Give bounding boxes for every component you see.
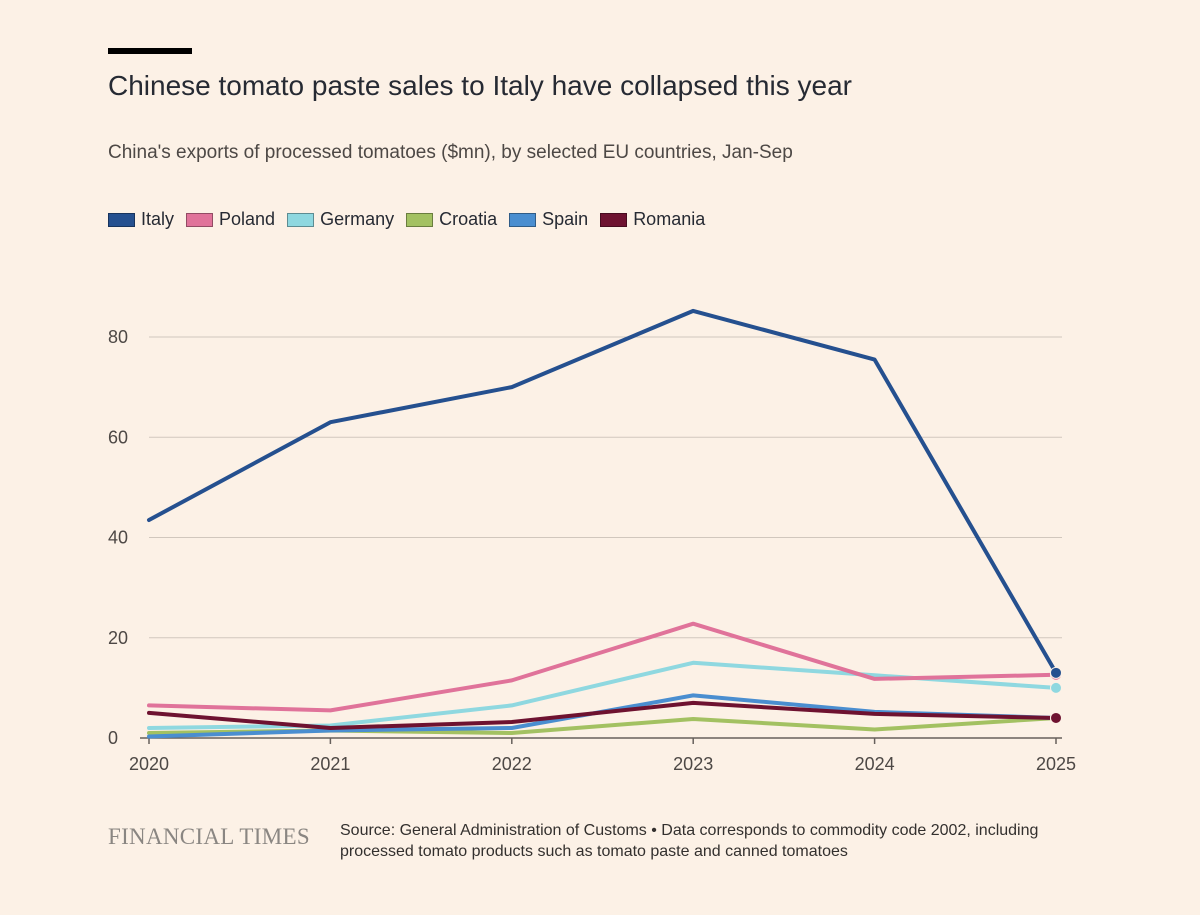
y-tick-label: 60 bbox=[108, 427, 128, 447]
legend-label: Spain bbox=[542, 209, 589, 229]
legend-swatch bbox=[186, 212, 214, 227]
legend-item-croatia: Croatia bbox=[406, 209, 497, 230]
legend-swatch bbox=[600, 212, 628, 227]
x-tick-label: 2021 bbox=[310, 754, 350, 774]
x-tick-label: 2024 bbox=[855, 754, 895, 774]
y-axis-ticks: 0 20 40 60 80 bbox=[108, 327, 128, 748]
x-axis: 2020 2021 2022 2023 2024 2025 bbox=[129, 737, 1076, 774]
legend-item-poland: Poland bbox=[186, 209, 275, 230]
legend-label: Germany bbox=[320, 209, 395, 229]
series-line-romania bbox=[147, 700, 1058, 730]
legend-swatch bbox=[287, 212, 315, 227]
x-tick-label: 2023 bbox=[673, 754, 713, 774]
x-tick-label: 2022 bbox=[492, 754, 532, 774]
legend-item-spain: Spain bbox=[509, 209, 588, 230]
series-line-poland bbox=[147, 621, 1058, 713]
legend-swatch bbox=[406, 212, 434, 227]
y-tick-label: 80 bbox=[108, 327, 128, 347]
legend-item-romania: Romania bbox=[600, 209, 705, 230]
end-marker-romania bbox=[1050, 711, 1062, 724]
legend-label: Poland bbox=[219, 209, 276, 229]
series-line-germany bbox=[147, 660, 1058, 730]
legend-label: Italy bbox=[141, 209, 175, 229]
legend-item-italy: Italy bbox=[108, 209, 174, 230]
y-tick-label: 20 bbox=[108, 628, 128, 648]
legend: Italy Poland Germany Croatia Spain Romania bbox=[108, 209, 717, 230]
ft-logo: FINANCIAL TIMES bbox=[108, 824, 310, 849]
legend-label: Romania bbox=[633, 209, 706, 229]
y-tick-label: 40 bbox=[108, 528, 128, 548]
gridlines bbox=[149, 336, 1062, 639]
chart-subtitle: China's exports of processed tomatoes ($… bbox=[108, 142, 793, 163]
legend-item-germany: Germany bbox=[287, 209, 394, 230]
x-tick-label: 2020 bbox=[129, 754, 169, 774]
chart-title: Chinese tomato paste sales to Italy have… bbox=[108, 70, 852, 101]
series-line-italy bbox=[147, 308, 1058, 675]
legend-swatch bbox=[509, 212, 537, 227]
y-tick-label: 0 bbox=[108, 728, 118, 748]
x-tick-label: 2025 bbox=[1036, 754, 1076, 774]
title-accent-bar bbox=[108, 48, 192, 54]
legend-label: Croatia bbox=[439, 209, 498, 229]
end-marker-italy bbox=[1050, 666, 1062, 679]
source-note: Source: General Administration of Custom… bbox=[340, 822, 1039, 860]
series-lines bbox=[147, 308, 1062, 739]
legend-swatch bbox=[108, 212, 135, 227]
end-marker-germany bbox=[1050, 681, 1062, 694]
